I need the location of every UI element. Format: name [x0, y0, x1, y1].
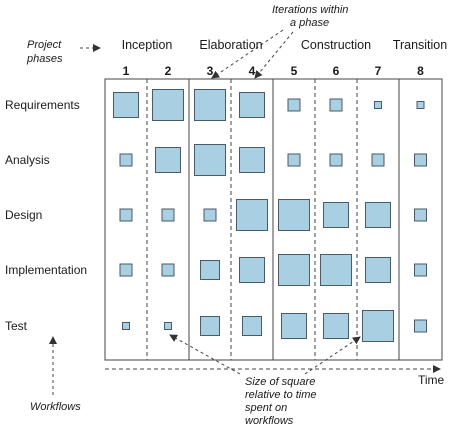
effort-square — [414, 153, 427, 167]
size-note-line3: spent on — [245, 402, 287, 414]
phase-label-transition: Transition — [393, 38, 447, 52]
effort-square — [242, 316, 262, 336]
effort-square — [239, 147, 265, 173]
iteration-number-6: 6 — [333, 64, 340, 78]
workflow-label-analysis: Analysis — [5, 153, 50, 167]
project-phases-label-line2: phases — [26, 53, 63, 65]
effort-square — [194, 89, 226, 121]
iterations-arrow-4 — [254, 31, 294, 79]
effort-square — [414, 208, 427, 222]
workflow-label-test: Test — [5, 319, 28, 333]
effort-square — [329, 98, 343, 112]
iteration-number-1: 1 — [123, 64, 130, 78]
effort-square — [365, 257, 391, 283]
effort-square — [362, 310, 394, 342]
iterations-label-line1: Iterations within — [272, 4, 348, 16]
effort-square — [371, 153, 385, 167]
effort-square — [155, 147, 181, 173]
effort-square — [164, 322, 172, 330]
effort-square — [203, 208, 217, 222]
phase-label-elaboration: Elaboration — [199, 38, 262, 52]
effort-square — [278, 254, 310, 286]
size-note-line4: workflows — [245, 415, 294, 427]
size-note-line1: Size of square — [245, 376, 315, 388]
effort-square — [414, 319, 427, 333]
effort-square — [119, 263, 133, 277]
effort-square — [365, 202, 391, 228]
workflow-label-design: Design — [5, 208, 42, 222]
phase-label-construction: Construction — [301, 38, 371, 52]
iteration-number-7: 7 — [375, 64, 382, 78]
effort-square — [329, 153, 343, 167]
iteration-number-2: 2 — [165, 64, 172, 78]
size-note-arrow-left — [169, 334, 241, 375]
effort-square — [278, 199, 310, 231]
effort-square — [239, 92, 265, 118]
effort-square — [414, 263, 427, 277]
size-note-arrow-right — [304, 336, 361, 375]
effort-square — [323, 313, 349, 339]
effort-square — [416, 101, 425, 109]
effort-square — [200, 260, 220, 280]
workflow-label-requirements: Requirements — [5, 98, 80, 112]
workflows-label: Workflows — [30, 401, 81, 413]
iterations-arrow-3 — [211, 29, 284, 79]
size-note-line2: relative to time — [245, 389, 317, 401]
workflow-label-implementation: Implementation — [5, 263, 87, 277]
effort-square — [161, 208, 175, 222]
effort-square — [194, 144, 226, 176]
effort-square — [161, 263, 175, 277]
effort-square — [152, 89, 184, 121]
effort-square — [200, 316, 220, 336]
time-label: Time — [418, 373, 445, 387]
effort-square — [239, 257, 265, 283]
iteration-number-5: 5 — [291, 64, 298, 78]
project-phases-label-line1: Project — [27, 39, 62, 51]
effort-square — [287, 153, 301, 167]
phase-label-inception: Inception — [122, 38, 173, 52]
effort-square — [323, 202, 349, 228]
effort-square — [374, 101, 382, 109]
iterations-label-line2: a phase — [290, 17, 329, 29]
iteration-number-4: 4 — [249, 64, 256, 78]
effort-square — [113, 92, 139, 118]
iteration-number-3: 3 — [207, 64, 214, 78]
effort-square — [119, 153, 133, 167]
iteration-number-8: 8 — [417, 64, 424, 78]
effort-square — [281, 313, 307, 339]
effort-square — [287, 98, 301, 112]
effort-square — [119, 208, 133, 222]
effort-square — [236, 199, 268, 231]
effort-square — [320, 254, 352, 286]
effort-square — [122, 322, 130, 330]
